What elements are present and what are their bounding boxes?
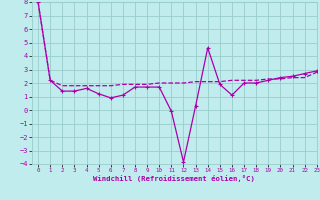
- X-axis label: Windchill (Refroidissement éolien,°C): Windchill (Refroidissement éolien,°C): [93, 175, 255, 182]
